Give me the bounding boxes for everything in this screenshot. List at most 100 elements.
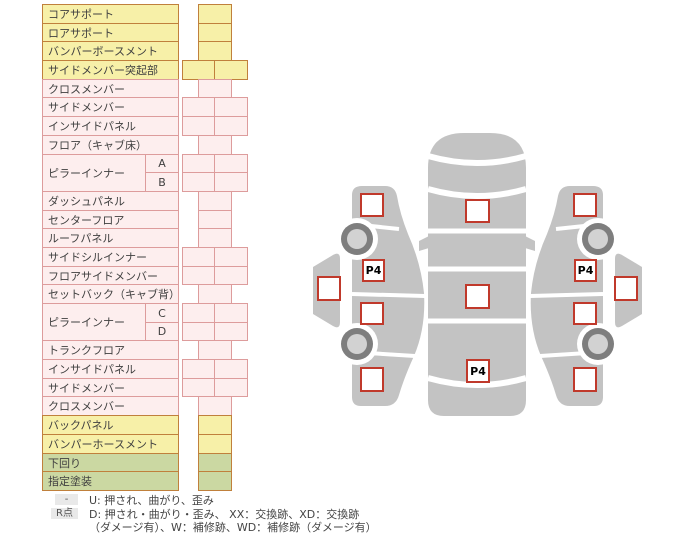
part-cell: [198, 453, 232, 472]
part-cell: [214, 172, 248, 192]
part-row-label: 下回り: [42, 453, 179, 472]
legend-badge: R点: [51, 508, 78, 519]
part-cell: [182, 247, 215, 267]
part-row-label: サイドシルインナー: [42, 247, 179, 267]
part-cell: [214, 247, 248, 267]
part-cell: [198, 471, 232, 491]
part-row-label: ピラーインナー: [42, 154, 146, 192]
left-panel-line-2: [351, 292, 426, 298]
windshield-line: [427, 186, 527, 199]
left-rear-door-marker: [360, 302, 384, 325]
part-cell: [182, 303, 215, 323]
left-bumper-marker: [317, 276, 341, 301]
part-row-label: クロスメンバー: [42, 396, 179, 416]
part-cell: [214, 97, 248, 117]
part-cell: [182, 359, 215, 379]
right-side-view: [529, 186, 642, 406]
right-front-door-marker: P4: [574, 259, 597, 282]
part-cell: [198, 396, 232, 416]
part-cell: [182, 378, 215, 397]
part-cell: [182, 116, 215, 136]
part-cell: [214, 116, 248, 136]
part-cell: [198, 41, 232, 61]
right-front-fender-marker: [573, 193, 597, 217]
right-panel-line-2: [529, 292, 604, 298]
part-cell: [198, 228, 232, 248]
part-row-sublabel: B: [145, 172, 179, 192]
part-cell: [182, 97, 215, 117]
part-cell: [198, 79, 232, 98]
part-row-label: サイドメンバー突起部: [42, 60, 179, 80]
part-cell: [198, 191, 232, 211]
part-row-label: サイドメンバー: [42, 378, 179, 397]
part-row-label: サイドメンバー: [42, 97, 179, 117]
left-front-fender-marker: [360, 193, 384, 217]
part-cell: [198, 135, 232, 155]
part-cell: [214, 154, 248, 173]
part-row-label: フロア（キャブ床）: [42, 135, 179, 155]
right-rear-quarter-marker: [573, 367, 597, 392]
part-cell: [214, 60, 248, 80]
center-rear-marker: P4: [466, 359, 490, 383]
part-cell: [198, 4, 232, 24]
part-cell: [182, 172, 215, 192]
part-cell: [198, 210, 232, 229]
part-row-label: セットバック（キャブ背）: [42, 284, 179, 304]
part-cell: [214, 303, 248, 323]
mirror-right-icon: [525, 236, 535, 251]
part-row-label: ピラーインナー: [42, 303, 146, 341]
part-row-label: バンパーボースメント: [42, 41, 179, 61]
part-cell: [198, 23, 232, 42]
right-rear-door-marker: [573, 302, 597, 325]
part-cell: [182, 154, 215, 173]
left-front-door-marker: P4: [362, 259, 385, 282]
part-row-label: バックパネル: [42, 415, 179, 435]
part-row-label: トランクフロア: [42, 340, 179, 360]
hood-line: [427, 153, 527, 166]
legend-badge: -: [55, 494, 78, 505]
part-row-label: ルーフパネル: [42, 228, 179, 248]
part-row-label: バンパーホースメント: [42, 434, 179, 454]
part-cell: [182, 322, 215, 341]
part-cell: [198, 340, 232, 360]
part-cell: [214, 322, 248, 341]
part-row-label: インサイドパネル: [42, 116, 179, 136]
mirror-left-icon: [419, 236, 429, 251]
legend-text: U: 押され、曲がり、歪み: [89, 494, 214, 507]
part-row-label: ロアサポート: [42, 23, 179, 42]
part-row-label: センターフロア: [42, 210, 179, 229]
left-front-wheel-hub: [347, 229, 367, 249]
part-cell: [214, 378, 248, 397]
right-rear-wheel-hub: [588, 334, 608, 354]
part-cell: [214, 359, 248, 379]
part-row-sublabel: C: [145, 303, 179, 323]
right-bumper-marker: [614, 276, 638, 301]
top-view-body: [428, 133, 526, 416]
left-side-view: [313, 186, 426, 406]
legend-text: D: 押され・曲がり・歪み、 XX：交換跡、XD：交換跡: [89, 508, 360, 521]
left-rear-quarter-marker: [360, 367, 384, 392]
part-row-label: ダッシュパネル: [42, 191, 179, 211]
part-cell: [198, 415, 232, 435]
center-middle-marker: [465, 284, 490, 309]
part-row-label: フロアサイドメンバー: [42, 266, 179, 285]
right-front-wheel-hub: [588, 229, 608, 249]
part-row-sublabel: A: [145, 154, 179, 173]
left-rear-wheel-hub: [347, 334, 367, 354]
center-front-marker: [465, 199, 490, 223]
part-cell: [214, 266, 248, 285]
part-row-label: コアサポート: [42, 4, 179, 24]
part-cell: [182, 60, 215, 80]
car-top-view: [419, 133, 535, 416]
part-cell: [198, 434, 232, 454]
part-row-label: クロスメンバー: [42, 79, 179, 98]
part-row-label: インサイドパネル: [42, 359, 179, 379]
part-row-sublabel: D: [145, 322, 179, 341]
rear-window-line: [427, 375, 527, 388]
legend-text: （ダメージ有）、W：補修跡、WD：補修跡（ダメージ有）: [89, 521, 377, 534]
part-cell: [182, 266, 215, 285]
part-row-label: 指定塗装: [42, 471, 179, 491]
part-cell: [198, 284, 232, 304]
